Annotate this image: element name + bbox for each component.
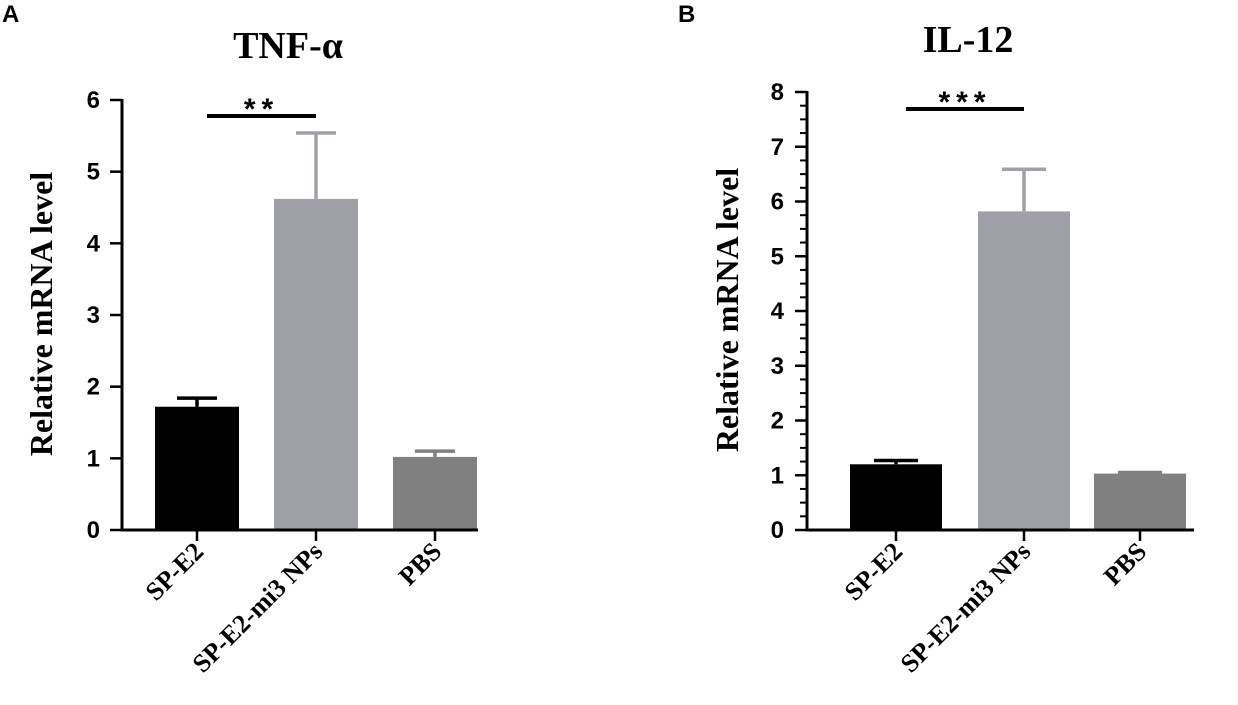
y-tick-label: 2 [771, 408, 784, 435]
x-tick-label: PBS [1098, 537, 1152, 591]
chart-title: IL-12 [923, 19, 1014, 61]
y-axis-label: Relative mRNA level [709, 168, 745, 452]
y-tick-label: 6 [87, 87, 100, 114]
bar [155, 406, 239, 530]
y-tick-label: 8 [771, 79, 784, 106]
bar [274, 198, 358, 530]
panel-b: B IL-12 Relative mRNA level 0 1 2 3 4 5 6 7 8 SP-… [678, 1, 1194, 678]
panel-a: A TNF-α Relative mRNA level 0 1 2 3 4 5 6 SP-E2… [2, 1, 478, 678]
y-tick-label: 6 [771, 189, 784, 216]
bar [978, 211, 1070, 531]
panel-label: B [678, 1, 695, 28]
panel-label: A [2, 1, 19, 28]
y-tick-label: 3 [771, 353, 784, 380]
bar [850, 464, 942, 530]
y-tick-label: 3 [87, 302, 100, 329]
y-axis-label: Relative mRNA level [23, 172, 59, 456]
y-tick-label: 2 [87, 374, 100, 401]
bar [393, 456, 477, 530]
significance-label: ** [244, 93, 279, 126]
y-tick-label: 0 [87, 517, 100, 544]
y-tick-label: 4 [771, 298, 785, 325]
y-tick-label: 4 [87, 230, 101, 257]
x-tick-label: PBS [393, 537, 447, 591]
x-tick-label: SP-E2 [839, 537, 909, 607]
significance-label: *** [938, 86, 991, 119]
y-tick-label: 0 [771, 517, 784, 544]
bar [1094, 473, 1186, 530]
chart-title: TNF-α [233, 25, 343, 67]
y-tick-label: 1 [771, 462, 784, 489]
y-tick-label: 5 [771, 243, 784, 270]
y-tick-label: 7 [771, 134, 784, 161]
x-tick-label: SP-E2 [140, 537, 210, 607]
x-tick-label: SP-E2-mi3 NPs [895, 537, 1037, 679]
y-tick-label: 1 [87, 445, 100, 472]
y-tick-label: 5 [87, 159, 100, 186]
